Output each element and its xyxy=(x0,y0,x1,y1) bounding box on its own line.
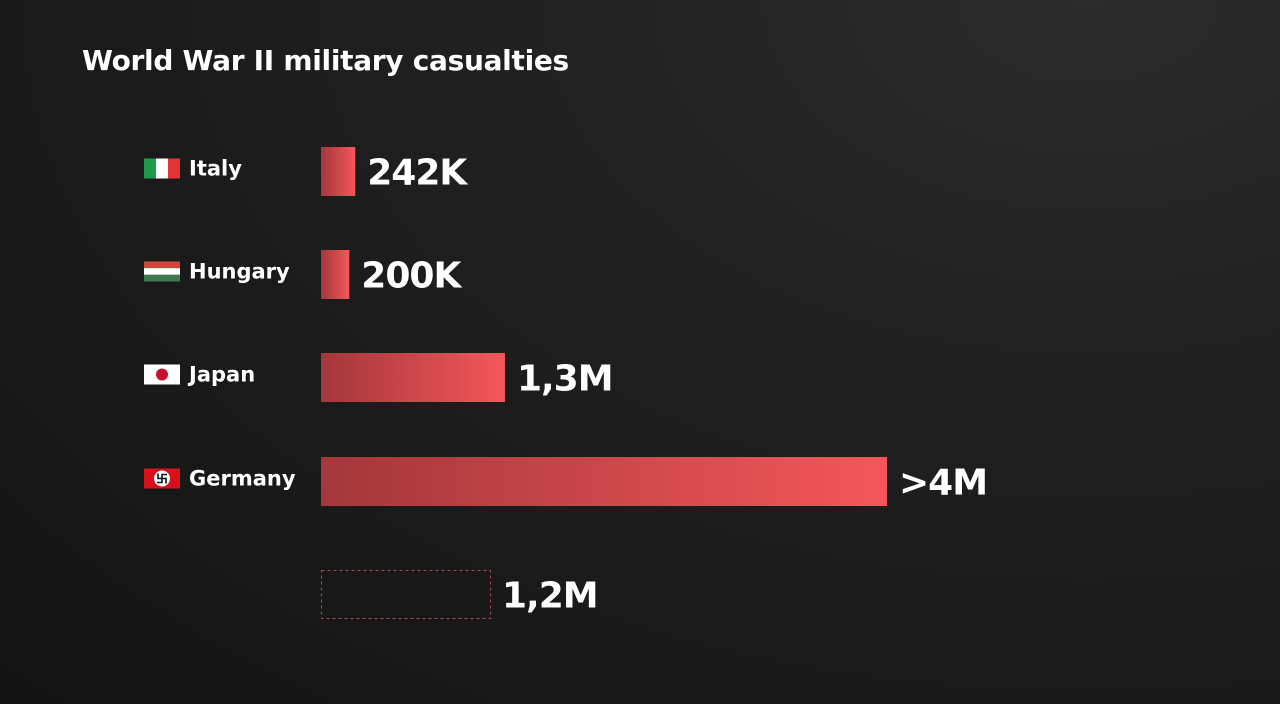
bar xyxy=(321,457,887,506)
bar xyxy=(321,353,505,402)
value-label: 242K xyxy=(367,153,468,194)
hungary-flag-icon xyxy=(144,261,180,282)
country-label: Italy xyxy=(189,157,242,181)
bar xyxy=(321,250,350,299)
bar-row: 1,2M xyxy=(321,570,599,619)
country-label: Japan xyxy=(187,363,255,387)
chart-title: World War II military casualties xyxy=(82,44,569,77)
bar-row: Italy 242K xyxy=(144,147,469,196)
country-label: Hungary xyxy=(189,260,290,284)
value-label: >4M xyxy=(899,463,987,504)
bar-placeholder xyxy=(321,570,491,619)
bar-row: Japan 1,3M xyxy=(144,353,614,402)
value-label: 1,3M xyxy=(517,359,613,400)
country-label: Germany xyxy=(189,467,296,491)
value-label: 200K xyxy=(361,256,462,297)
germany-flag-icon xyxy=(144,468,180,489)
japan-flag-icon xyxy=(144,364,180,385)
bar-row: Germany >4M xyxy=(144,457,988,506)
italy-flag-icon xyxy=(144,158,180,179)
value-label: 1,2M xyxy=(502,576,598,617)
bar-row: Hungary 200K xyxy=(144,250,463,299)
bar xyxy=(321,147,356,196)
